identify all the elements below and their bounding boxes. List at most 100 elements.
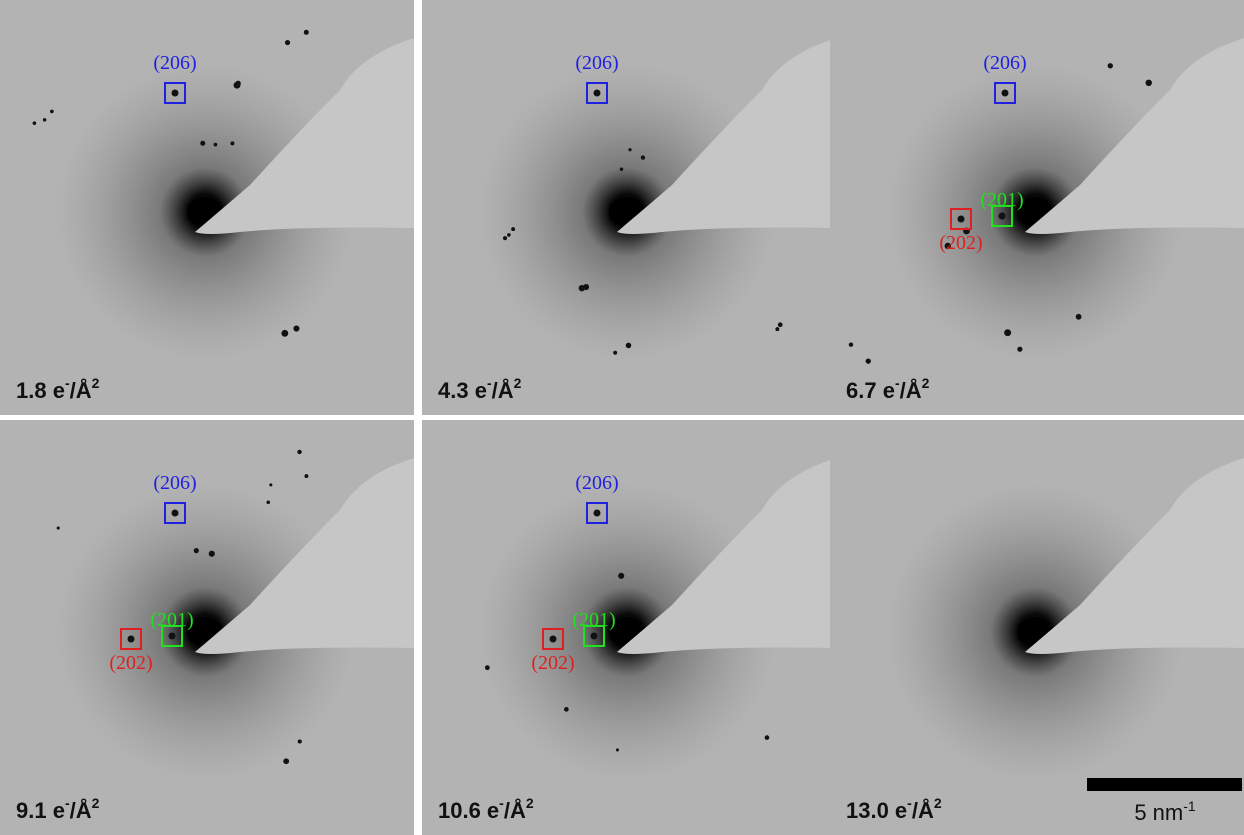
spot-label: (202) [531, 652, 574, 674]
indexed-spot [999, 213, 1006, 220]
diffraction-spot [283, 758, 289, 764]
diffraction-spot [281, 330, 288, 337]
spot-label: (201) [980, 189, 1023, 211]
dose-superscript: 2 [514, 375, 522, 391]
diffraction-spot [214, 143, 218, 147]
dose-text: /Å [912, 797, 934, 823]
dose-superscript: 2 [934, 795, 942, 811]
dose-text: /Å [492, 377, 514, 403]
diffraction-spot [50, 110, 54, 114]
dose-text: /Å [900, 377, 922, 403]
diffraction-spot [626, 343, 632, 349]
dose-label: 10.6 e-/Å2 [438, 795, 534, 823]
panel: (206) 4.3 e-/Å2 [422, 0, 836, 415]
panel: (206) 1.8 e-/Å2 [0, 0, 414, 415]
dose-label: 4.3 e-/Å2 [438, 375, 522, 403]
diffraction-spot [866, 358, 871, 363]
diffraction-spot [511, 227, 515, 231]
dose-text: /Å [70, 377, 92, 403]
dose-superscript: 2 [922, 375, 930, 391]
spot-label: (206) [575, 52, 618, 74]
diffraction-spot [778, 322, 783, 327]
dose-label: 6.7 e-/Å2 [846, 375, 930, 403]
indexed-spot [169, 633, 176, 640]
panel: (206) (201) (202) 6.7 e-/Å2 [830, 0, 1244, 415]
indexed-spot [172, 510, 179, 517]
scale-exponent: -1 [1183, 798, 1196, 814]
page: (206)1.8 e-/Å2(206)4.3 e-/Å2(206)(201)(2… [0, 0, 1244, 835]
spot-label: (202) [939, 232, 982, 254]
spot-label: (201) [572, 609, 615, 631]
diffraction-spot [616, 748, 619, 751]
dose-superscript: 2 [92, 795, 100, 811]
diffraction-spot [293, 325, 299, 331]
panel: (206) (201) (202) 9.1 e-/Å2 [0, 420, 414, 835]
spot-label: (201) [150, 609, 193, 631]
dose-text: 13.0 e [846, 798, 907, 823]
diffraction-spot [628, 148, 631, 151]
scale-unit: 5 nm [1134, 800, 1183, 825]
indexed-spot [1002, 90, 1009, 97]
diffraction-spot [285, 40, 290, 45]
diffraction-spot [765, 735, 770, 740]
indexed-spot [172, 90, 179, 97]
diffraction-spot [209, 551, 215, 557]
indexed-spot [128, 636, 135, 643]
dose-superscript: 2 [526, 795, 534, 811]
dose-label: 9.1 e-/Å2 [16, 795, 100, 823]
diffraction-spot [304, 474, 308, 478]
indexed-spot [594, 90, 601, 97]
dose-text: 9.1 e [16, 798, 65, 823]
diffraction-spot [194, 548, 199, 553]
dose-label: 13.0 e-/Å2 [846, 795, 942, 823]
dose-text: 1.8 e [16, 378, 65, 403]
diffraction-spot [507, 233, 511, 237]
diffraction-spot [234, 82, 241, 89]
diffraction-spot [297, 450, 301, 454]
indexed-spot [958, 216, 965, 223]
diffraction-spot [200, 141, 205, 146]
diffraction-spot [620, 168, 624, 172]
panel: 13.0 e-/Å2 [830, 420, 1244, 835]
panel: (206) (201) (202) 10.6 e-/Å2 [422, 420, 836, 835]
diffraction-spot [485, 665, 490, 670]
diffraction-spot [1004, 329, 1011, 336]
diffraction-spot [33, 121, 37, 125]
diffraction-spot [298, 740, 302, 744]
diffraction-spot [1076, 314, 1082, 320]
indexed-spot [550, 636, 557, 643]
diffraction-spot [304, 30, 309, 35]
diffraction-spot [775, 327, 779, 331]
dose-text: /Å [504, 797, 526, 823]
dose-superscript: 2 [92, 375, 100, 391]
diffraction-spot [503, 236, 507, 240]
diffraction-spot [641, 155, 645, 159]
spot-label: (206) [153, 472, 196, 494]
diffraction-spot [43, 118, 46, 121]
spot-label: (206) [153, 52, 196, 74]
indexed-spot [594, 510, 601, 517]
diffraction-spot [266, 501, 270, 505]
diffraction-spot [1108, 63, 1113, 68]
spot-label: (206) [575, 472, 618, 494]
dose-text: /Å [70, 797, 92, 823]
diffraction-spot [618, 573, 624, 579]
dose-text: 6.7 e [846, 378, 895, 403]
diffraction-spot [1017, 347, 1022, 352]
diffraction-spot [579, 285, 585, 291]
diffraction-spot [1146, 80, 1152, 86]
scale-bar [1087, 778, 1242, 791]
dose-text: 4.3 e [438, 378, 487, 403]
dose-text: 10.6 e [438, 798, 499, 823]
dose-label: 1.8 e-/Å2 [16, 375, 100, 403]
diffraction-spot [57, 526, 60, 529]
diffraction-spot [564, 707, 569, 712]
spot-label: (206) [983, 52, 1026, 74]
indexed-spot [591, 633, 598, 640]
spot-label: (202) [109, 652, 152, 674]
diffraction-spot [269, 483, 272, 486]
diffraction-spot [613, 351, 617, 355]
figure: (206)1.8 e-/Å2(206)4.3 e-/Å2(206)(201)(2… [0, 0, 1244, 835]
diffraction-spot [230, 141, 234, 145]
diffraction-spot [849, 342, 853, 346]
